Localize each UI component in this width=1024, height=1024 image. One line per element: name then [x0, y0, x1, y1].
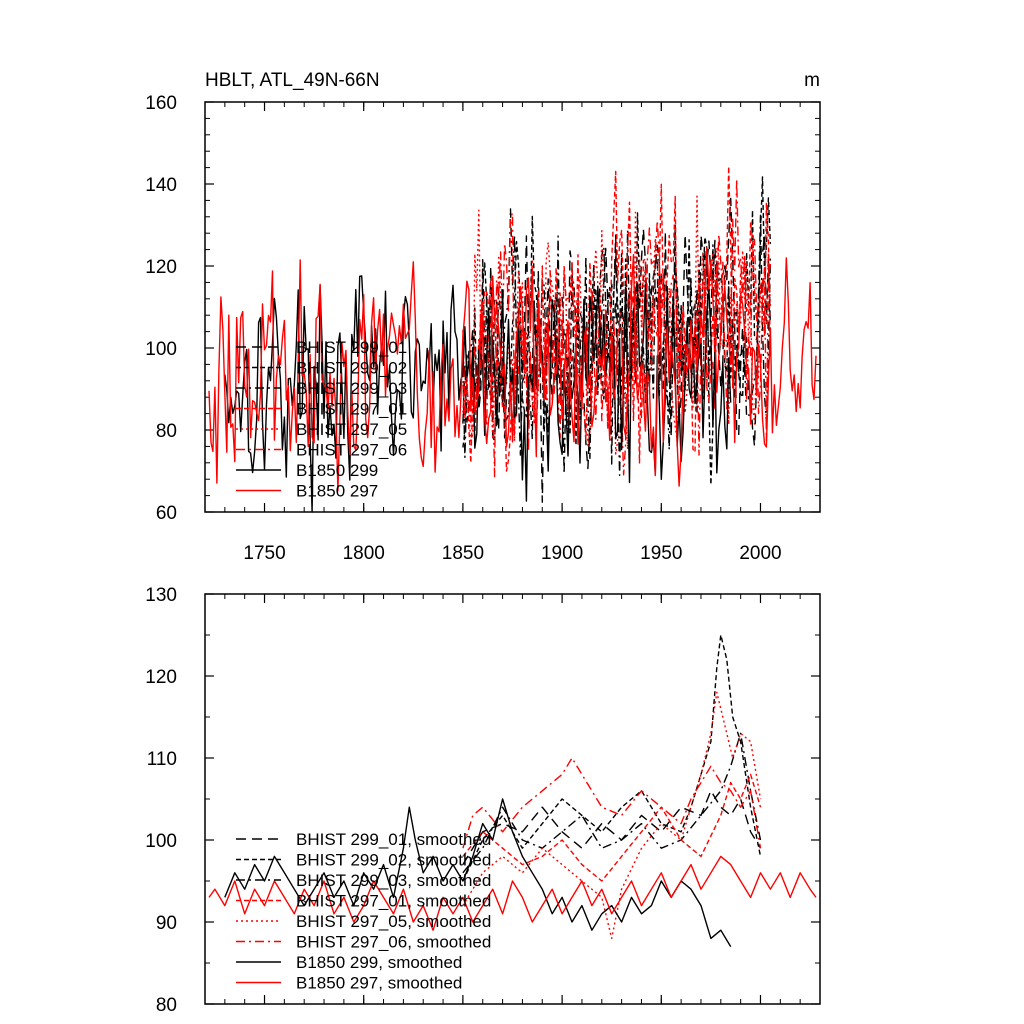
bottom-series-line-2	[462, 634, 762, 882]
top-series-line-3	[462, 208, 772, 477]
top-legend-label-6: BHIST 297_06	[296, 441, 407, 460]
bottom-legend-label-5: BHIST 297_05, smoothed	[296, 912, 491, 931]
top-y-tick-label: 60	[156, 503, 177, 524]
bottom-y-tick-label: 120	[145, 667, 177, 688]
top-y-tick-label: 140	[145, 175, 177, 196]
top-y-tick-label: 120	[145, 257, 177, 278]
bottom-series-line-1	[462, 790, 762, 865]
top-legend-label-5: BHIST 297_05	[296, 420, 407, 439]
bottom-legend-label-6: BHIST 297_06, smoothed	[296, 933, 491, 952]
top-x-tick-label: 1800	[343, 543, 385, 564]
bottom-legend: BHIST 299_01, smoothed BHIST 299_02, smoo…	[236, 830, 491, 993]
bottom-legend-label-2: BHIST 299_02, smoothed	[296, 851, 491, 870]
bottom-series-line-8	[208, 855, 817, 931]
top-units-label: m	[804, 70, 820, 91]
bottom-y-tick-label: 80	[156, 995, 177, 1016]
bottom-legend-label-8: B1850 297, smoothed	[296, 974, 462, 993]
top-axes-ticks: 60 80 100 120 140 160 1750 1800 1850 1900 1950 2000	[145, 93, 821, 564]
bottom-series-line-5	[462, 691, 762, 940]
bottom-series-line-7	[224, 798, 732, 947]
top-x-tick-label: 2000	[739, 543, 781, 564]
top-chart-title: HBLT, ATL_49N-66N	[205, 70, 380, 91]
top-y-tick-label: 100	[145, 339, 177, 360]
bottom-series-line-6	[462, 757, 762, 849]
top-plot-frame	[204, 101, 821, 513]
top-legend-label-8: B1850 297	[296, 482, 378, 501]
bottom-legend-label-4: BHIST 297_01, smoothed	[296, 892, 491, 911]
top-legend-label-3: BHIST 299_03	[296, 379, 407, 398]
top-y-tick-label: 160	[145, 93, 177, 114]
top-panel: HBLT, ATL_49N-66N m 60 80 100 120 140 160 1750…	[145, 70, 821, 564]
top-x-tick-label: 1750	[243, 543, 285, 564]
top-legend-label-7: B1850 299	[296, 461, 378, 480]
top-x-tick-label: 1950	[640, 543, 682, 564]
top-series-lines	[208, 165, 817, 513]
top-series-line-8	[208, 246, 817, 492]
bottom-series-line-3	[462, 732, 762, 874]
top-x-tick-label: 1850	[442, 543, 484, 564]
bottom-y-tick-label: 100	[145, 831, 177, 852]
top-series-line-2	[462, 176, 772, 486]
top-x-tick-label: 1900	[541, 543, 583, 564]
top-y-tick-label: 80	[156, 421, 177, 442]
bottom-series-lines	[208, 634, 817, 947]
top-legend-label-1: BHIST 299_01	[296, 338, 407, 357]
bottom-y-tick-label: 130	[145, 585, 177, 606]
bottom-legend-label-3: BHIST 299_03, smoothed	[296, 871, 491, 890]
bottom-series-line-4	[462, 773, 762, 882]
bottom-y-tick-label: 110	[147, 749, 177, 770]
top-legend-label-2: BHIST 299_02	[296, 359, 407, 378]
bottom-axes-ticks: 80 90 100 110 120 130	[145, 585, 821, 1016]
bottom-legend-label-1: BHIST 299_01, smoothed	[296, 830, 491, 849]
top-legend-label-4: BHIST 297_01	[296, 400, 407, 419]
bottom-y-tick-label: 90	[156, 913, 177, 934]
bottom-legend-label-7: B1850 299, smoothed	[296, 953, 462, 972]
